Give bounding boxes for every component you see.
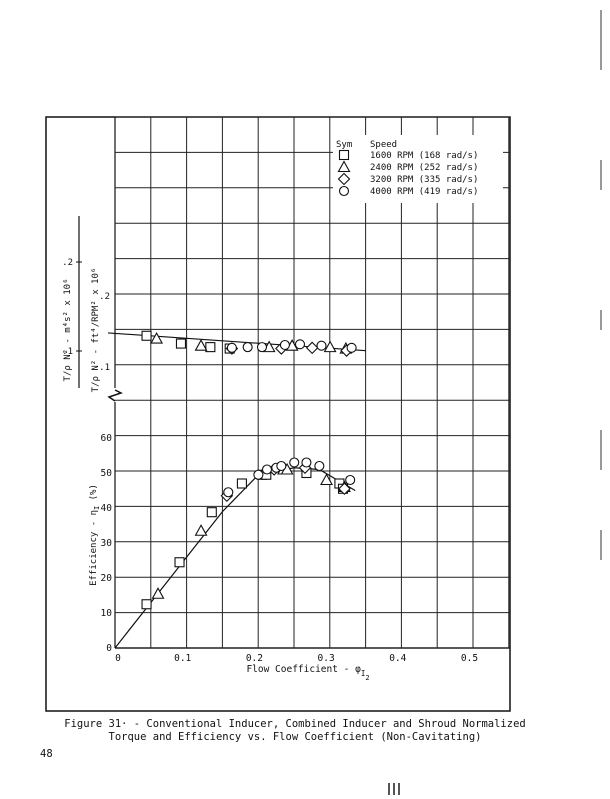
efficiency-tick: 60: [101, 433, 113, 444]
circle-marker: [289, 457, 300, 468]
x-tick: 0.4: [389, 653, 406, 664]
torque-tick-0.2: .2: [99, 292, 110, 302]
diamond-marker: [338, 482, 351, 496]
diamond-marker: [305, 341, 319, 355]
triangle-marker: [194, 524, 208, 536]
x-axis-ticks: 0 0.1 0.2 0.3 0.4 0.5: [115, 653, 478, 664]
circle-marker: [316, 340, 327, 351]
chart-grid: [114, 116, 510, 649]
x-axis-label: Flow Coefficient - φI2: [246, 664, 369, 682]
efficiency-tick: 50: [101, 468, 113, 479]
efficiency-ticks: 0 10 20 30 40 50 60: [101, 433, 113, 654]
square-marker: [338, 149, 350, 161]
legend-entry-label: 2400 RPM (252 rad/s): [370, 163, 478, 173]
caption-line-1: Figure 31· - Conventional Inducer, Combi…: [64, 718, 526, 730]
circle-marker: [279, 339, 290, 351]
x-tick: 0: [115, 653, 121, 664]
legend-header-sym: Sym: [336, 140, 352, 150]
square-marker: [206, 507, 217, 518]
efficiency-tick: 10: [101, 608, 113, 619]
torque-si-tick-0.1: .1: [62, 347, 73, 357]
square-marker: [236, 478, 247, 489]
circle-marker: [338, 185, 350, 197]
square-marker: [141, 599, 152, 610]
figure-caption: Figure 31· - Conventional Inducer, Combi…: [60, 718, 530, 744]
legend-header-speed: Speed: [370, 140, 397, 150]
circle-marker: [261, 464, 273, 475]
legend-entry-label: 3200 RPM (335 rad/s): [370, 175, 478, 185]
torque-si-axis: .2 .1: [62, 216, 82, 388]
efficiency-tick: 40: [101, 503, 113, 514]
triangle-marker: [194, 339, 208, 351]
x-axis-label-text: Flow Coefficient - φ: [246, 664, 361, 675]
efficiency-ylabel-sub: I: [93, 506, 101, 510]
circle-marker: [223, 487, 234, 498]
efficiency-ylabel-unit: (%): [89, 484, 99, 500]
x-tick: 0.2: [246, 653, 263, 664]
torque-si-tick-0.2: .2: [62, 258, 73, 268]
efficiency-ylabel: Efficiency - ηI (%): [89, 484, 101, 586]
efficiency-tick: 0: [106, 643, 112, 654]
circle-marker: [226, 342, 237, 353]
square-marker: [141, 330, 152, 341]
page-number: 48: [40, 748, 53, 760]
triangle-marker: [150, 331, 164, 344]
diamond-marker: [337, 172, 351, 186]
x-axis-label-sub: I: [361, 669, 366, 678]
circle-marker: [314, 460, 325, 472]
x-tick: 0.3: [318, 653, 335, 664]
circle-marker: [301, 457, 312, 468]
torque-en-ylabel: T/ρ N² - ft⁴/RPM² x 10⁶: [91, 268, 101, 393]
x-axis-label-subsub: 2: [365, 674, 369, 682]
scan-margin-marks: [600, 10, 606, 650]
circle-marker: [345, 474, 356, 486]
legend: Sym Speed 1600 RPM (168 rad/s) 2400 RPM (…: [333, 135, 503, 203]
x-tick: 0.5: [461, 653, 478, 664]
triangle-marker: [151, 587, 165, 599]
circle-marker: [276, 460, 287, 472]
circle-marker: [256, 342, 268, 353]
efficiency-tick: 20: [101, 573, 113, 584]
circle-marker: [294, 339, 306, 350]
circle-marker: [242, 342, 253, 353]
circle-marker: [346, 342, 357, 353]
efficiency-ylabel-text: Efficiency - η: [89, 510, 99, 586]
x-tick: 0.1: [174, 653, 191, 664]
legend-entry-label: 1600 RPM (168 rad/s): [370, 151, 478, 161]
triangle-marker: [320, 473, 333, 486]
circle-marker: [253, 469, 264, 480]
triangle-marker: [337, 160, 351, 173]
triangle-marker: [323, 340, 337, 353]
torque-tick-0.1: .1: [99, 363, 110, 373]
caption-line-2: Torque and Efficiency vs. Flow Coefficie…: [108, 731, 482, 743]
legend-entry-label: 4000 RPM (419 rad/s): [370, 187, 478, 197]
square-marker: [205, 342, 216, 353]
square-marker: [175, 338, 187, 349]
square-marker: [174, 557, 185, 568]
axis-break-icon: [107, 389, 123, 402]
torque-si-ylabel: T/ρ N² - m⁴s² x 10⁶: [63, 279, 73, 382]
data-markers: [141, 330, 357, 610]
efficiency-tick: 30: [101, 538, 113, 549]
scan-bottom-marks: [388, 780, 403, 799]
